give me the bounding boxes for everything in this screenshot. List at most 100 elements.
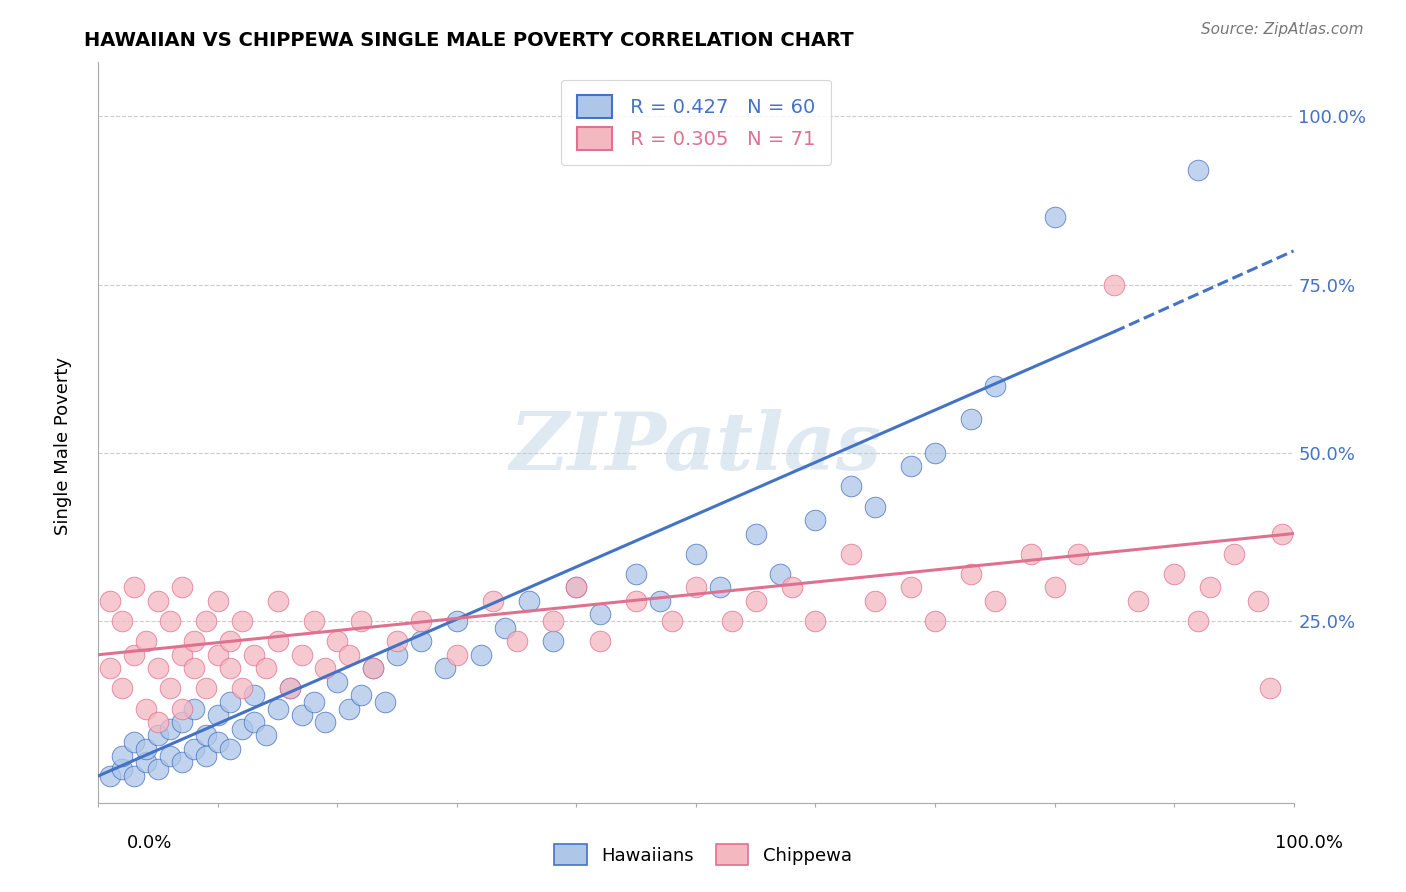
- Point: [243, 714, 266, 729]
- Point: [434, 661, 457, 675]
- Point: [111, 762, 134, 776]
- Point: [411, 614, 433, 628]
- Point: [984, 378, 1007, 392]
- Point: [589, 634, 612, 648]
- Point: [363, 661, 385, 675]
- Point: [183, 742, 205, 756]
- Point: [243, 648, 266, 662]
- Point: [841, 547, 863, 561]
- Legend: Hawaiians, Chippewa: Hawaiians, Chippewa: [547, 837, 859, 872]
- Point: [315, 714, 337, 729]
- Point: [267, 701, 290, 715]
- Point: [339, 648, 361, 662]
- Point: [195, 681, 218, 696]
- Point: [924, 446, 946, 460]
- Point: [98, 769, 122, 783]
- Point: [1187, 163, 1209, 178]
- Point: [124, 735, 146, 749]
- Point: [385, 648, 409, 662]
- Point: [721, 614, 744, 628]
- Point: [541, 634, 564, 648]
- Point: [385, 634, 409, 648]
- Point: [865, 594, 887, 608]
- Point: [865, 500, 887, 514]
- Point: [148, 714, 170, 729]
- Point: [159, 722, 181, 736]
- Point: [159, 681, 181, 696]
- Point: [1223, 547, 1246, 561]
- Point: [183, 701, 205, 715]
- Point: [1043, 581, 1066, 595]
- Point: [841, 479, 863, 493]
- Point: [648, 594, 672, 608]
- Point: [481, 594, 505, 608]
- Point: [565, 581, 588, 595]
- Point: [98, 661, 122, 675]
- Point: [111, 681, 134, 696]
- Point: [1019, 547, 1042, 561]
- Point: [350, 614, 373, 628]
- Point: [302, 695, 325, 709]
- Point: [135, 701, 157, 715]
- Point: [446, 648, 468, 662]
- Point: [148, 762, 170, 776]
- Point: [207, 648, 229, 662]
- Point: [231, 681, 253, 696]
- Text: Single Male Poverty: Single Male Poverty: [55, 357, 72, 535]
- Point: [1067, 547, 1090, 561]
- Point: [326, 674, 349, 689]
- Text: HAWAIIAN VS CHIPPEWA SINGLE MALE POVERTY CORRELATION CHART: HAWAIIAN VS CHIPPEWA SINGLE MALE POVERTY…: [84, 31, 853, 50]
- Point: [565, 581, 588, 595]
- Point: [374, 695, 396, 709]
- Point: [183, 634, 205, 648]
- Point: [183, 661, 205, 675]
- Point: [363, 661, 385, 675]
- Point: [709, 581, 731, 595]
- Point: [267, 634, 290, 648]
- Point: [124, 581, 146, 595]
- Point: [661, 614, 683, 628]
- Point: [124, 769, 146, 783]
- Point: [219, 742, 242, 756]
- Point: [111, 614, 134, 628]
- Point: [1043, 211, 1066, 225]
- Point: [1163, 566, 1185, 581]
- Point: [159, 614, 181, 628]
- Point: [207, 594, 229, 608]
- Point: [195, 748, 218, 763]
- Text: 100.0%: 100.0%: [1275, 834, 1343, 852]
- Point: [243, 688, 266, 702]
- Point: [1199, 581, 1222, 595]
- Point: [254, 661, 277, 675]
- Point: [172, 756, 194, 770]
- Point: [506, 634, 529, 648]
- Point: [219, 634, 242, 648]
- Point: [780, 581, 803, 595]
- Point: [278, 681, 301, 696]
- Point: [446, 614, 468, 628]
- Point: [291, 648, 314, 662]
- Text: Source: ZipAtlas.com: Source: ZipAtlas.com: [1201, 22, 1364, 37]
- Point: [541, 614, 564, 628]
- Point: [231, 614, 253, 628]
- Point: [1187, 614, 1209, 628]
- Point: [111, 748, 134, 763]
- Point: [984, 594, 1007, 608]
- Point: [626, 566, 648, 581]
- Text: 0.0%: 0.0%: [127, 834, 172, 852]
- Text: ZIPatlas: ZIPatlas: [510, 409, 882, 486]
- Point: [900, 459, 922, 474]
- Point: [339, 701, 361, 715]
- Point: [350, 688, 373, 702]
- Point: [1104, 277, 1126, 292]
- Point: [1247, 594, 1270, 608]
- Point: [589, 607, 612, 622]
- Point: [124, 648, 146, 662]
- Point: [98, 594, 122, 608]
- Point: [207, 708, 229, 723]
- Point: [278, 681, 301, 696]
- Point: [172, 701, 194, 715]
- Point: [411, 634, 433, 648]
- Point: [135, 634, 157, 648]
- Point: [685, 547, 707, 561]
